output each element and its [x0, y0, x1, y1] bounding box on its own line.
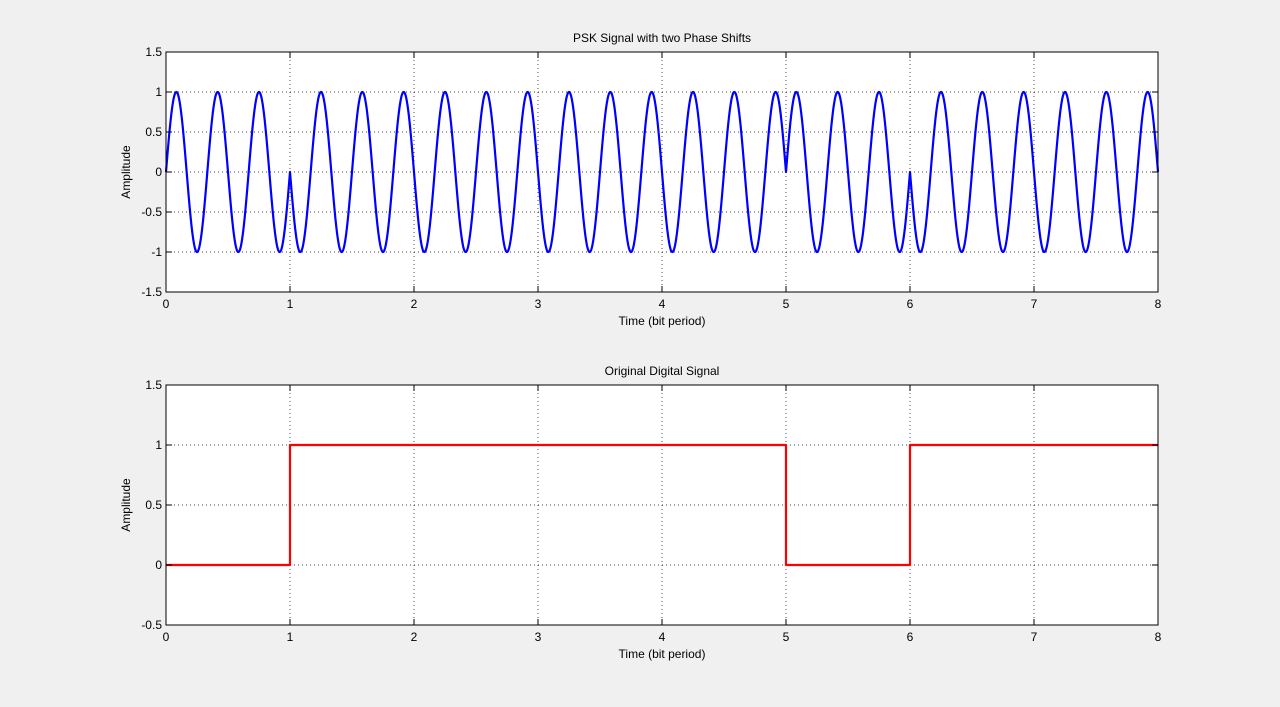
psk-x-tick-label: 7: [1031, 297, 1038, 311]
digital-x-tick-label: 1: [287, 630, 294, 644]
psk-plot-title: PSK Signal with two Phase Shifts: [573, 31, 751, 45]
psk-x-tick-label: 1: [287, 297, 294, 311]
psk-y-tick-label: 0: [155, 165, 162, 179]
psk-signal-axes: 0 1 2 3 4 5 6 7 8 -1.5 -1 -0.5 0 0.5 1 1.5 PSK Signal wi…: [119, 31, 1162, 328]
digital-y-tick-label: 0: [155, 558, 162, 572]
digital-x-tick-label: 7: [1031, 630, 1038, 644]
digital-x-tick-label: 3: [535, 630, 542, 644]
psk-y-tick-label: 1: [155, 85, 162, 99]
psk-y-axis-label: Amplitude: [119, 145, 133, 199]
digital-y-tick-label: 0.5: [145, 498, 162, 512]
psk-series-line: [164, 90, 1160, 254]
digital-x-tick-label: 0: [163, 630, 170, 644]
psk-y-tick-label: -0.5: [141, 205, 162, 219]
digital-x-tick-label: 5: [783, 630, 790, 644]
psk-x-tick-label: 2: [411, 297, 418, 311]
digital-x-tick-label: 4: [659, 630, 666, 644]
digital-x-tick-label: 8: [1155, 630, 1162, 644]
psk-x-tick-label: 4: [659, 297, 666, 311]
psk-x-axis-label: Time (bit period): [619, 314, 706, 328]
digital-x-tick-label: 2: [411, 630, 418, 644]
digital-y-tick-label: -0.5: [141, 618, 162, 632]
digital-y-tick-label: 1.5: [145, 378, 162, 392]
psk-y-tick-label: -1: [151, 245, 162, 259]
psk-y-tick-label: 1.5: [145, 45, 162, 59]
digital-x-axis-label: Time (bit period): [619, 647, 706, 661]
psk-x-tick-label: 5: [783, 297, 790, 311]
digital-y-axis-label: Amplitude: [119, 478, 133, 532]
psk-x-tick-label: 0: [163, 297, 170, 311]
digital-x-tick-label: 6: [907, 630, 914, 644]
psk-x-tick-label: 8: [1155, 297, 1162, 311]
digital-series-line: [166, 443, 1158, 567]
psk-x-tick-label: 6: [907, 297, 914, 311]
psk-y-tick-label: 0.5: [145, 125, 162, 139]
digital-plot-title: Original Digital Signal: [605, 364, 720, 378]
digital-y-tick-label: 1: [155, 438, 162, 452]
psk-x-tick-label: 3: [535, 297, 542, 311]
psk-y-tick-label: -1.5: [141, 285, 162, 299]
